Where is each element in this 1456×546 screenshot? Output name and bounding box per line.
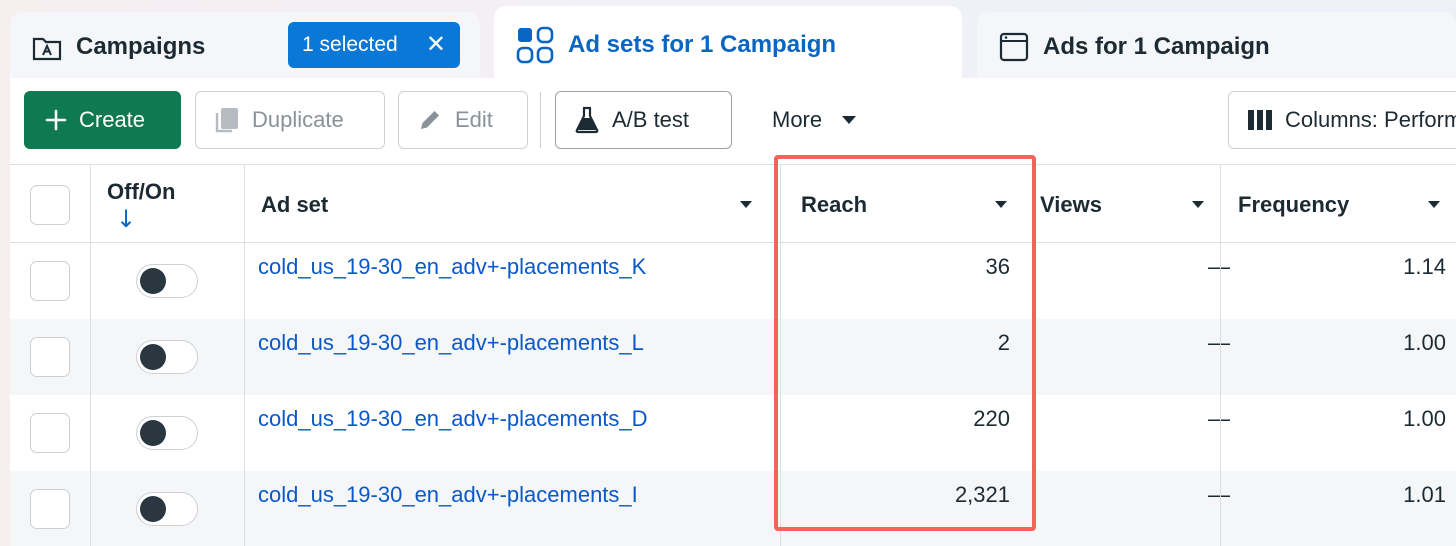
- row-toggle[interactable]: [136, 416, 198, 450]
- table-row[interactable]: cold_us_19-30_en_adv+-placements_L 2 — 1…: [10, 319, 1456, 395]
- duplicate-label: Duplicate: [252, 107, 344, 132]
- columns-label: Columns: Performance: [1285, 107, 1456, 132]
- views-value: —: [1208, 406, 1230, 431]
- row-checkbox[interactable]: [30, 337, 70, 377]
- views-value: —: [1208, 482, 1230, 507]
- views-sort-caret-icon[interactable]: [1192, 201, 1204, 208]
- tab-ads-label: Ads for 1 Campaign: [1043, 33, 1270, 60]
- frequency-value: 1.01: [1403, 482, 1446, 507]
- ab-test-label: A/B test: [612, 107, 690, 132]
- row-toggle[interactable]: [136, 264, 198, 298]
- header-frequency[interactable]: Frequency: [1238, 192, 1350, 217]
- tab-adsets[interactable]: Ad sets for 1 Campaign: [494, 6, 962, 84]
- table-header: Off/On ↓ Ad set Reach Views Frequency: [10, 165, 1456, 243]
- row-checkbox[interactable]: [30, 261, 70, 301]
- adsets-table: cold_us_19-30_en_adv+-placements_K 36 — …: [10, 164, 1456, 546]
- plus-icon: [45, 109, 67, 131]
- create-label: Create: [79, 107, 146, 132]
- select-all-checkbox[interactable]: [30, 185, 70, 225]
- toggle-knob: [140, 420, 166, 446]
- columns-button[interactable]: Columns: Performance: [1228, 91, 1456, 149]
- reach-value: 36: [985, 254, 1010, 279]
- pencil-icon: [417, 107, 443, 133]
- column-divider: [244, 165, 245, 546]
- column-divider: [90, 165, 91, 546]
- reach-value: 2: [997, 330, 1010, 355]
- table-row[interactable]: cold_us_19-30_en_adv+-placements_K 36 — …: [10, 243, 1456, 319]
- create-button[interactable]: Create: [24, 91, 181, 149]
- row-checkbox[interactable]: [30, 413, 70, 453]
- adset-name-link[interactable]: cold_us_19-30_en_adv+-placements_D: [258, 406, 648, 431]
- edit-label: Edit: [455, 107, 493, 132]
- ad-icon: [999, 32, 1029, 62]
- adset-name-link[interactable]: cold_us_19-30_en_adv+-placements_K: [258, 254, 647, 279]
- views-value: —: [1208, 254, 1230, 279]
- duplicate-button[interactable]: Duplicate: [195, 91, 385, 149]
- duplicate-icon: [214, 106, 240, 134]
- frequency-value: 1.00: [1403, 330, 1446, 355]
- flask-icon: [574, 106, 600, 134]
- reach-value: 2,321: [954, 482, 1010, 507]
- columns-icon: [1247, 109, 1273, 131]
- header-adset[interactable]: Ad set: [261, 192, 329, 217]
- table-row[interactable]: cold_us_19-30_en_adv+-placements_I 2,321…: [10, 471, 1456, 546]
- header-offon[interactable]: Off/On: [107, 179, 176, 204]
- frequency-value: 1.14: [1403, 254, 1446, 279]
- table-row[interactable]: cold_us_19-30_en_adv+-placements_D 220 —…: [10, 395, 1456, 471]
- row-toggle[interactable]: [136, 340, 198, 374]
- adset-sort-caret-icon[interactable]: [740, 201, 752, 208]
- tab-ads[interactable]: Ads for 1 Campaign: [977, 12, 1456, 82]
- clear-selection-icon[interactable]: ✕: [425, 31, 446, 58]
- adset-name-link[interactable]: cold_us_19-30_en_adv+-placements_I: [258, 482, 638, 507]
- toolbar-divider: [540, 92, 541, 148]
- more-button[interactable]: More: [772, 91, 882, 149]
- frequency-value: 1.00: [1403, 406, 1446, 431]
- frequency-sort-caret-icon[interactable]: [1428, 201, 1440, 208]
- views-value: —: [1208, 330, 1230, 355]
- tab-adsets-label: Ad sets for 1 Campaign: [568, 31, 837, 58]
- tab-campaigns[interactable]: Campaigns 1 selected ✕: [10, 12, 480, 82]
- column-divider: [1220, 165, 1221, 546]
- selected-badge-label: 1 selected: [302, 33, 398, 56]
- adsets-grid-icon: [516, 26, 554, 64]
- ab-test-button[interactable]: A/B test: [555, 91, 732, 149]
- toggle-knob: [140, 344, 166, 370]
- row-checkbox[interactable]: [30, 489, 70, 529]
- tab-campaigns-label: Campaigns: [76, 33, 206, 60]
- more-label: More: [772, 107, 823, 132]
- reach-value: 220: [973, 406, 1010, 431]
- header-reach[interactable]: Reach: [801, 192, 868, 217]
- header-views[interactable]: Views: [1040, 192, 1102, 217]
- row-toggle[interactable]: [136, 492, 198, 526]
- edit-button[interactable]: Edit: [398, 91, 528, 149]
- campaign-icon: [32, 33, 62, 61]
- reach-sort-caret-icon[interactable]: [995, 201, 1007, 208]
- more-caret-icon: [842, 116, 857, 124]
- adset-name-link[interactable]: cold_us_19-30_en_adv+-placements_L: [258, 330, 644, 355]
- selected-badge[interactable]: 1 selected ✕: [288, 22, 460, 68]
- toggle-knob: [140, 496, 166, 522]
- toolbar: Create Duplicate Edit A/B test More Colu…: [10, 78, 1456, 164]
- column-divider: [780, 165, 781, 546]
- toggle-knob: [140, 268, 166, 294]
- sort-down-arrow-icon[interactable]: ↓: [116, 205, 137, 233]
